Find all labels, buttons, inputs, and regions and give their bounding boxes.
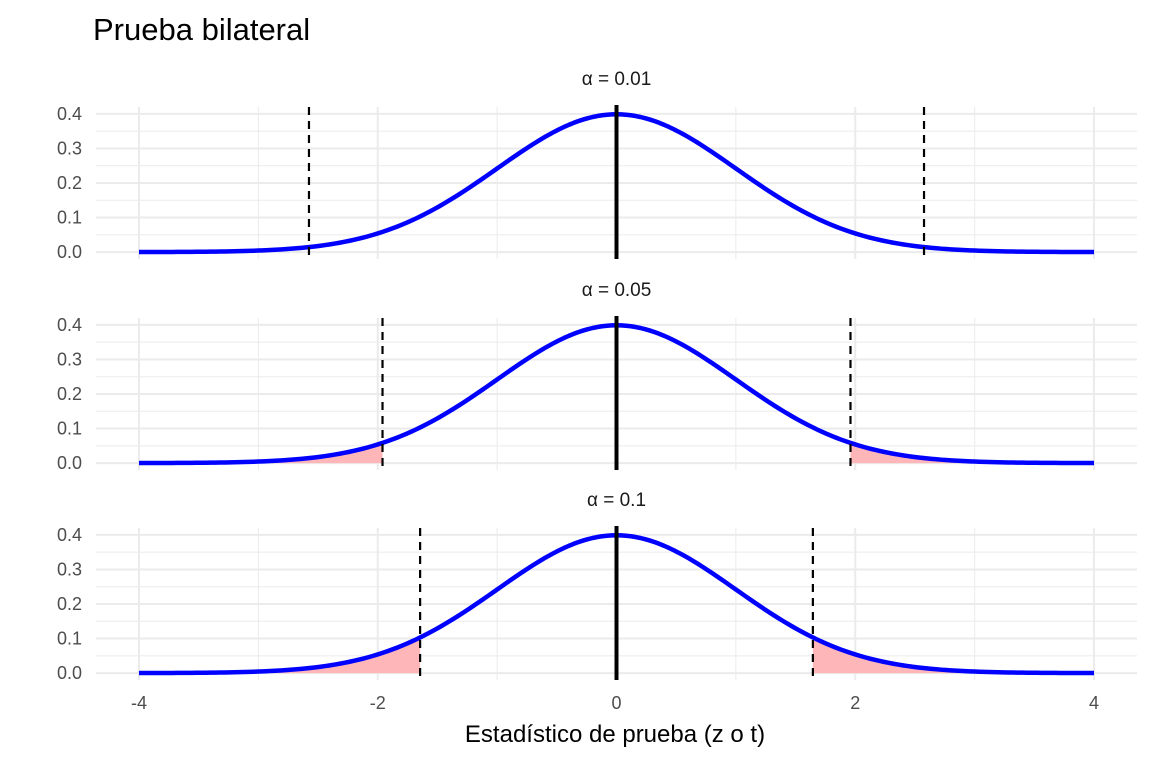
x-tick-label: -4: [131, 693, 147, 713]
y-tick-label: 0.0: [57, 453, 82, 473]
rejection-region-left: [138, 637, 421, 674]
chart-title: Prueba bilateral: [93, 12, 310, 47]
y-tick-label: 0.1: [57, 419, 82, 439]
x-tick-label: 0: [611, 693, 621, 713]
y-tick-label: 0.2: [57, 594, 82, 614]
facet-panel: α = 0.05 0.0 0.1 0.2 0.3 0.4: [57, 280, 1137, 473]
x-tick-label: 4: [1089, 693, 1099, 713]
x-tick-label: -2: [370, 693, 386, 713]
rejection-region-right: [812, 637, 1095, 674]
y-tick-label: 0.4: [57, 525, 82, 545]
x-tick-label: 2: [850, 693, 860, 713]
y-tick-label: 0.2: [57, 384, 82, 404]
facet-strip-label: α = 0.01: [582, 69, 652, 90]
y-tick-label: 0.3: [57, 349, 82, 369]
y-tick-label: 0.0: [57, 663, 82, 683]
facet-panel: α = 0.01 0.0 0.1 0.2 0.3 0.4: [57, 69, 1137, 262]
facet-strip-label: α = 0.05: [582, 280, 652, 301]
y-tick-label: 0.4: [57, 104, 82, 124]
y-tick-label: 0.4: [57, 315, 82, 335]
x-axis-label: Estadístico de prueba (z o t): [465, 721, 765, 748]
y-tick-label: 0.3: [57, 559, 82, 579]
y-tick-label: 0.1: [57, 208, 82, 228]
x-axis: -4 -2 0 2 4: [131, 693, 1099, 713]
y-tick-label: 0.2: [57, 173, 82, 193]
y-tick-label: 0.1: [57, 629, 82, 649]
facet-strip-label: α = 0.1: [587, 490, 646, 511]
facet-panel: α = 0.1 0.0 0.1 0.2 0.3 0.4: [57, 490, 1137, 683]
facet-panels: α = 0.01 0.0 0.1 0.2 0.3 0.4 α = 0.05 0.0 0.1 0.2…: [57, 69, 1137, 683]
y-tick-label: 0.0: [57, 242, 82, 262]
y-tick-label: 0.3: [57, 138, 82, 158]
